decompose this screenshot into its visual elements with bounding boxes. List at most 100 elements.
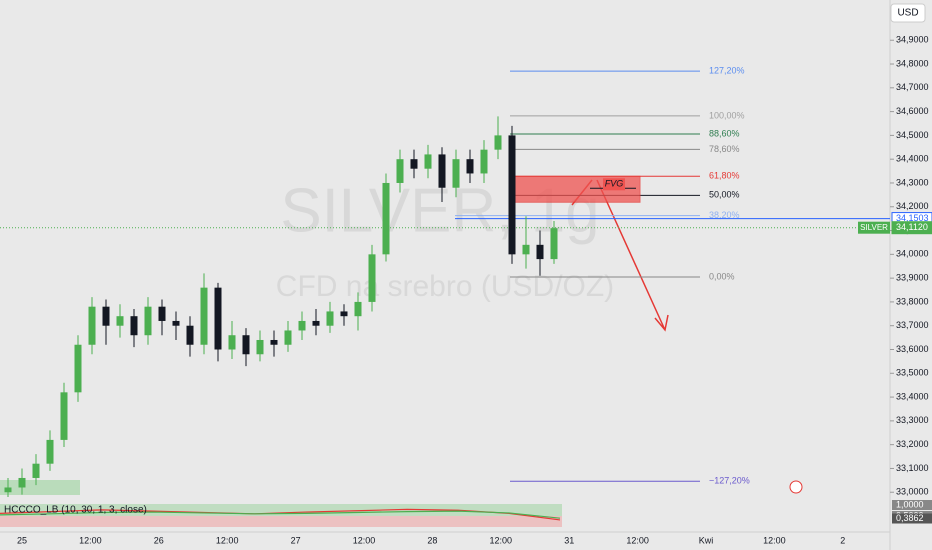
y-tick-label: 34,0000 [896,249,929,259]
candle-body [312,320,320,326]
y-tick-label: 33,5000 [896,368,929,378]
indicator-band [0,516,562,527]
fib-label: 0,00% [709,271,735,281]
zone [0,480,80,495]
y-tick-label: 33,6000 [896,344,929,354]
candle-body [340,311,348,317]
x-tick-label: 12:00 [490,535,513,545]
candle-body [4,487,12,493]
candle-body [494,135,502,150]
y-tick-label: 33,1000 [896,463,929,473]
y-tick-label: 34,5000 [896,130,929,140]
candle-body [284,330,292,345]
fvg-label-bg [603,178,625,191]
candle-body [256,339,264,355]
candle-body [298,320,306,331]
y-tick-label: 33,3000 [896,415,929,425]
fib-label: 78,60% [709,144,740,154]
candle-body [536,244,544,260]
x-tick-label: 25 [17,535,27,545]
x-tick-label: 12:00 [763,535,786,545]
y-tick-label: 34,2000 [896,201,929,211]
indicator-line [0,510,561,519]
fvg-label: FVG [605,179,624,189]
indicator-line [0,508,561,521]
arrow [596,179,669,332]
x-tick-label: 27 [291,535,301,545]
x-tick-label: 28 [427,535,437,545]
candle-body [270,339,278,345]
candle-body [46,439,54,464]
candle-body [32,463,40,478]
fib-label: −127,20% [709,476,750,486]
indicator-band [0,504,562,516]
symbol-label: SILVER [860,223,888,232]
indicator-tick-label: 1,0000 [896,499,924,509]
candle-body [326,311,334,326]
fib-label: 127,20% [709,66,745,76]
candle-body [466,159,474,174]
candle-body [158,306,166,321]
fib-label: 50,00% [709,190,740,200]
y-tick-label: 34,6000 [896,106,929,116]
candle-body [438,154,446,188]
candle-body [186,325,194,345]
candle-body [144,306,152,336]
candle-body [228,335,236,350]
candle-body [60,392,68,440]
candle-body [88,306,96,345]
y-tick-label: 34,4000 [896,154,929,164]
price-tag-label: 34,1503 [896,213,929,223]
x-tick-label: 2 [840,535,845,545]
y-tick-label: 34,9000 [896,35,929,45]
x-tick-label: 12:00 [216,535,239,545]
candle-body [368,254,376,302]
x-tick-label: 12:00 [79,535,102,545]
candle-body [452,159,460,188]
indicator-tag [892,500,932,510]
x-tick-label: 31 [564,535,574,545]
candle-body [396,159,404,183]
x-tick-label: Kwi [699,535,714,545]
price-tag-label: 34,1120 [896,222,928,232]
y-tick-label: 33,8000 [896,296,929,306]
candle-body [242,335,250,355]
y-tick-label: 33,2000 [896,439,929,449]
candle-body [550,228,558,260]
y-tick-label: 34,3000 [896,177,929,187]
x-tick-label: 12:00 [353,535,376,545]
x-tick-label: 26 [154,535,164,545]
candle-body [18,477,26,488]
y-tick-label: 34,7000 [896,82,929,92]
watermark-subtitle: CFD na srebro (USD/OZ) [276,270,614,303]
candle-body [382,182,390,255]
y-tick-label: 34,8000 [896,58,929,68]
y-tick-label: 33,9000 [896,273,929,283]
y-tick-label: 33,0000 [896,487,929,497]
candle-body [172,320,180,326]
price-tag [891,221,932,235]
flag-icon[interactable] [789,480,803,494]
y-tick-label: 33,4000 [896,391,929,401]
candle-body [354,301,362,317]
fib-label: 100,00% [709,110,745,120]
candle-body [522,244,530,255]
currency-button[interactable] [890,3,926,23]
fib-label: 88,60% [709,128,740,138]
symbol-tag [858,221,890,234]
y-tick-label: 33,7000 [896,320,929,330]
indicator-tag [892,513,932,524]
currency-label[interactable]: USD [897,8,918,19]
candle-body [508,135,516,255]
candle-body [200,287,208,345]
candle-body [116,316,124,326]
candle-body [74,344,82,393]
candle-body [424,154,432,169]
candle-body [102,306,110,326]
x-tick-label: 12:00 [626,535,649,545]
fib-label: 38,20% [709,210,740,220]
candle-body [214,287,222,350]
indicator-title: HCCCO_LB (10, 30, 1, 3, close) [4,505,147,516]
